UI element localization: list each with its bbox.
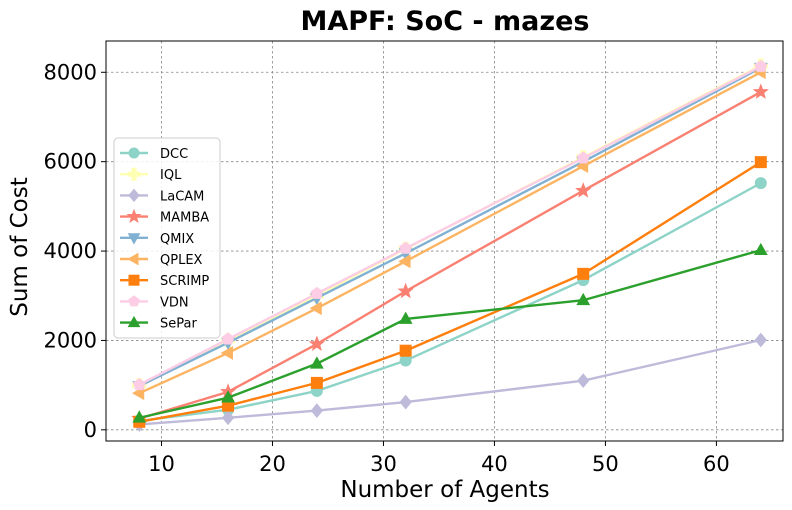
data-point bbox=[576, 151, 590, 164]
data-point bbox=[575, 182, 592, 198]
data-point bbox=[308, 335, 326, 351]
legend-label: QMIX bbox=[160, 232, 194, 247]
data-point bbox=[754, 59, 768, 72]
legend-label: IQL bbox=[160, 168, 182, 183]
series-line bbox=[138, 65, 762, 386]
series-separ bbox=[132, 242, 768, 423]
data-point bbox=[397, 282, 414, 299]
series-lacam bbox=[133, 332, 767, 432]
legend-item: QMIX bbox=[120, 232, 194, 247]
data-point bbox=[221, 332, 235, 345]
legend-item: DCC bbox=[120, 147, 188, 162]
legend-marker bbox=[127, 315, 141, 328]
series-line bbox=[139, 249, 762, 419]
legend-item: VDN bbox=[120, 295, 189, 310]
legend-item: LaCAM bbox=[120, 188, 204, 204]
legend-label: SCRIMP bbox=[160, 274, 209, 289]
data-point bbox=[754, 156, 767, 169]
data-point bbox=[752, 83, 769, 99]
plot-frame bbox=[105, 40, 784, 442]
data-point bbox=[398, 254, 411, 269]
y-tick-label: 6000 bbox=[44, 150, 97, 174]
legend-label: MAMBA bbox=[160, 211, 209, 226]
y-axis-label: Sum of Cost bbox=[7, 177, 33, 317]
data-point bbox=[310, 286, 324, 299]
data-point bbox=[399, 241, 412, 254]
chart-title: MAPF: SoC - mazes bbox=[301, 6, 590, 37]
data-point bbox=[310, 376, 323, 389]
x-axis-label: Number of Agents bbox=[340, 477, 549, 503]
data-point bbox=[754, 332, 767, 348]
series-vdn bbox=[132, 59, 768, 391]
data-point bbox=[220, 346, 233, 360]
legend-box bbox=[113, 137, 221, 339]
legend-marker bbox=[128, 295, 140, 307]
data-point bbox=[576, 292, 591, 306]
ticks: 10 20 30 40 50 60 0 2000 4000 6000 8000 bbox=[44, 60, 730, 476]
data-point bbox=[132, 410, 147, 423]
data-point bbox=[753, 242, 768, 256]
x-tick-label: 40 bbox=[481, 452, 508, 476]
legend-item: QPLEX bbox=[120, 252, 203, 268]
data-point bbox=[577, 267, 590, 280]
data-point bbox=[131, 386, 145, 401]
data-point bbox=[577, 373, 590, 389]
data-point bbox=[310, 403, 324, 418]
data-point bbox=[399, 344, 412, 357]
series-line bbox=[139, 161, 762, 423]
y-tick-label: 8000 bbox=[44, 60, 97, 84]
y-tick-label: 2000 bbox=[44, 328, 97, 352]
series-line bbox=[138, 90, 762, 420]
legend-marker bbox=[127, 252, 139, 266]
series-line bbox=[138, 71, 762, 395]
data-point bbox=[309, 301, 322, 316]
data-point bbox=[221, 410, 235, 426]
x-tick-label: 10 bbox=[148, 452, 175, 476]
series-layer bbox=[131, 58, 769, 432]
legend-item: IQL bbox=[120, 167, 182, 183]
y-tick-label: 0 bbox=[84, 418, 97, 442]
series-line bbox=[139, 338, 762, 426]
legend: DCC IQL LaCAM MAMBA QMIX QPLEX SCRIMP VDN SePar bbox=[113, 137, 221, 339]
data-point bbox=[398, 311, 413, 324]
data-point bbox=[221, 390, 235, 403]
y-tick-label: 4000 bbox=[44, 239, 97, 263]
legend-marker bbox=[127, 233, 141, 245]
legend-item: SePar bbox=[120, 315, 197, 332]
x-tick-label: 60 bbox=[703, 452, 730, 476]
x-tick-label: 20 bbox=[259, 452, 286, 476]
legend-item: MAMBA bbox=[120, 208, 209, 226]
legend-label: VDN bbox=[160, 295, 189, 310]
series-mamba bbox=[131, 83, 769, 426]
series-line bbox=[138, 66, 762, 388]
x-tick-label: 50 bbox=[592, 452, 619, 476]
legend-label: LaCAM bbox=[160, 189, 204, 204]
legend-marker bbox=[128, 274, 140, 286]
data-point bbox=[132, 378, 146, 391]
data-point bbox=[309, 356, 324, 369]
data-point bbox=[754, 177, 767, 190]
legend-marker bbox=[127, 167, 141, 181]
legend-item: SCRIMP bbox=[120, 274, 209, 289]
legend-label: DCC bbox=[160, 147, 188, 162]
legend-marker bbox=[126, 208, 142, 224]
data-point bbox=[399, 394, 412, 410]
x-tick-label: 30 bbox=[370, 452, 397, 476]
series-line bbox=[139, 182, 762, 423]
legend-marker bbox=[128, 188, 140, 203]
legend-label: SePar bbox=[160, 317, 197, 332]
legend-label: QPLEX bbox=[160, 253, 203, 268]
legend-marker bbox=[128, 147, 140, 159]
